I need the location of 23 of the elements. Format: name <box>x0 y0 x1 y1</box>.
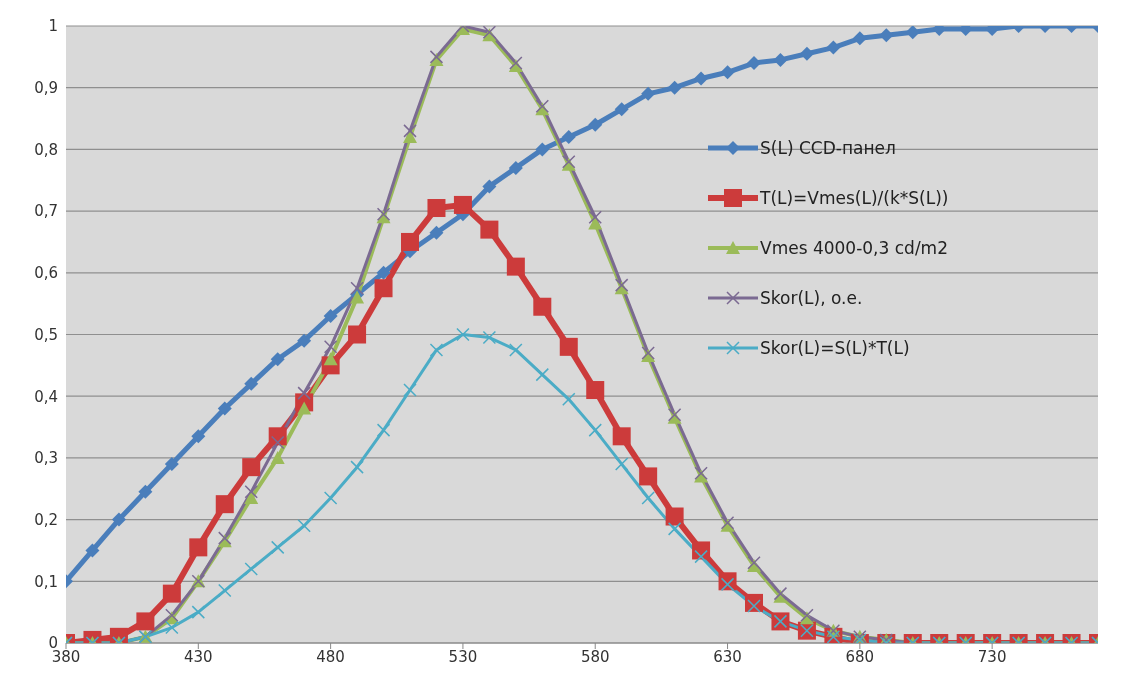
legend-label: Skor(L)=S(L)*T(L) <box>760 338 910 358</box>
y-tick-label: 0,1 <box>34 572 58 591</box>
y-tick-label: 0,3 <box>34 449 58 468</box>
y-tick-label: 0,7 <box>34 202 58 221</box>
x-tick-label: 680 <box>845 647 875 666</box>
x-tick-label: 580 <box>580 647 610 666</box>
x-tick-label: 430 <box>183 647 213 666</box>
x-tick-label: 480 <box>316 647 345 666</box>
y-tick-label: 0,4 <box>34 387 58 406</box>
legend-label: Skor(L), o.e. <box>760 288 863 308</box>
legend-label: Vmes 4000-0,3 cd/m2 <box>760 238 948 258</box>
x-tick-label: 530 <box>448 647 478 666</box>
x-tick-label: 380 <box>51 647 81 666</box>
x-tick-label: 730 <box>977 647 1007 666</box>
x-tick-label: 630 <box>713 647 742 666</box>
legend-label: S(L) CCD-панел <box>760 138 896 158</box>
y-tick-label: 1 <box>48 17 58 36</box>
legend-label: T(L)=Vmes(L)/(k*S(L)) <box>760 188 949 208</box>
y-tick-label: 0,9 <box>34 79 58 98</box>
y-tick-label: 0,2 <box>34 510 58 529</box>
y-tick-label: 0,5 <box>34 325 58 344</box>
y-tick-label: 0,8 <box>34 140 58 159</box>
y-tick-label: 0,6 <box>34 264 58 283</box>
